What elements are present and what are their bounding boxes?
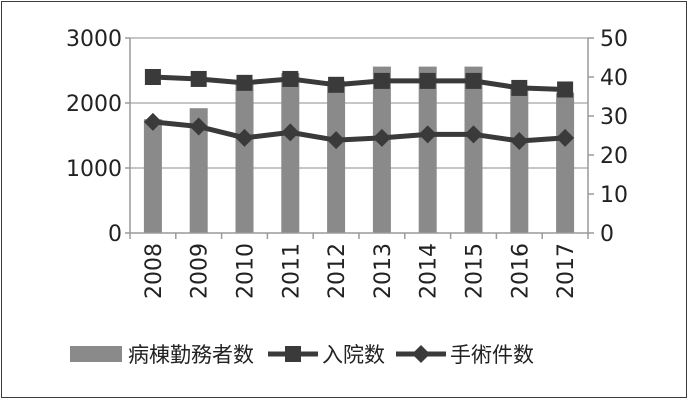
- point-square: [557, 81, 574, 98]
- x-tick-label: 2009: [188, 243, 213, 299]
- x-tick-label: 2017: [554, 243, 579, 299]
- point-diamond: [418, 125, 437, 144]
- legend-swatch-bar: [70, 346, 122, 362]
- x-tick-label: 2015: [463, 243, 488, 299]
- x-tick-label: 2014: [417, 243, 442, 299]
- point-square: [465, 72, 482, 89]
- y-left-tick-label: 2000: [66, 92, 122, 117]
- point-square: [328, 76, 345, 93]
- y-right-tick-label: 30: [600, 105, 628, 130]
- point-square: [144, 69, 161, 85]
- y-left-tick-label: 1000: [66, 157, 122, 182]
- point-diamond: [235, 128, 254, 147]
- bar: [510, 87, 529, 234]
- bar: [464, 66, 483, 233]
- point-diamond: [464, 125, 483, 144]
- point-diamond: [327, 131, 346, 150]
- series-line: [152, 119, 566, 144]
- x-tick-label: 2012: [325, 243, 350, 299]
- legend-label: 入院数: [322, 343, 385, 367]
- y-right-tick-label: 50: [600, 27, 628, 52]
- point-diamond: [281, 123, 300, 142]
- point-square: [511, 79, 528, 96]
- x-tick-label: 2008: [142, 243, 167, 299]
- bar: [281, 73, 300, 233]
- bar: [189, 108, 208, 233]
- x-tick-label: 2011: [279, 243, 304, 299]
- point-square: [373, 72, 390, 89]
- bar: [418, 66, 437, 233]
- y-right-tick-label: 40: [600, 66, 628, 91]
- y-left-tick-label: 0: [108, 222, 122, 247]
- y-left-tick-label: 3000: [66, 27, 122, 52]
- point-square: [419, 72, 436, 89]
- legend-marker-diamond: [412, 345, 430, 363]
- point-diamond: [372, 128, 391, 147]
- legend-marker-square: [285, 346, 301, 362]
- bar: [143, 119, 162, 233]
- x-tick-label: 2016: [508, 243, 533, 299]
- bar: [556, 92, 575, 233]
- point-square: [236, 74, 253, 91]
- x-tick-label: 2013: [371, 243, 396, 299]
- legend-label: 病棟勤務者数: [128, 343, 254, 367]
- series-line: [152, 74, 566, 92]
- point-diamond: [143, 112, 162, 131]
- y-right-tick-label: 10: [600, 183, 628, 208]
- point-diamond: [510, 131, 529, 150]
- legend-label: 手術件数: [450, 343, 534, 367]
- bar: [235, 79, 254, 233]
- point-diamond: [556, 128, 575, 147]
- y-right-tick-label: 20: [600, 144, 628, 169]
- point-square: [282, 70, 299, 87]
- point-diamond: [189, 117, 208, 136]
- bar: [372, 66, 391, 233]
- point-square: [190, 70, 207, 87]
- y-right-tick-label: 0: [600, 222, 614, 247]
- bar: [327, 80, 346, 234]
- x-tick-label: 2010: [234, 243, 259, 299]
